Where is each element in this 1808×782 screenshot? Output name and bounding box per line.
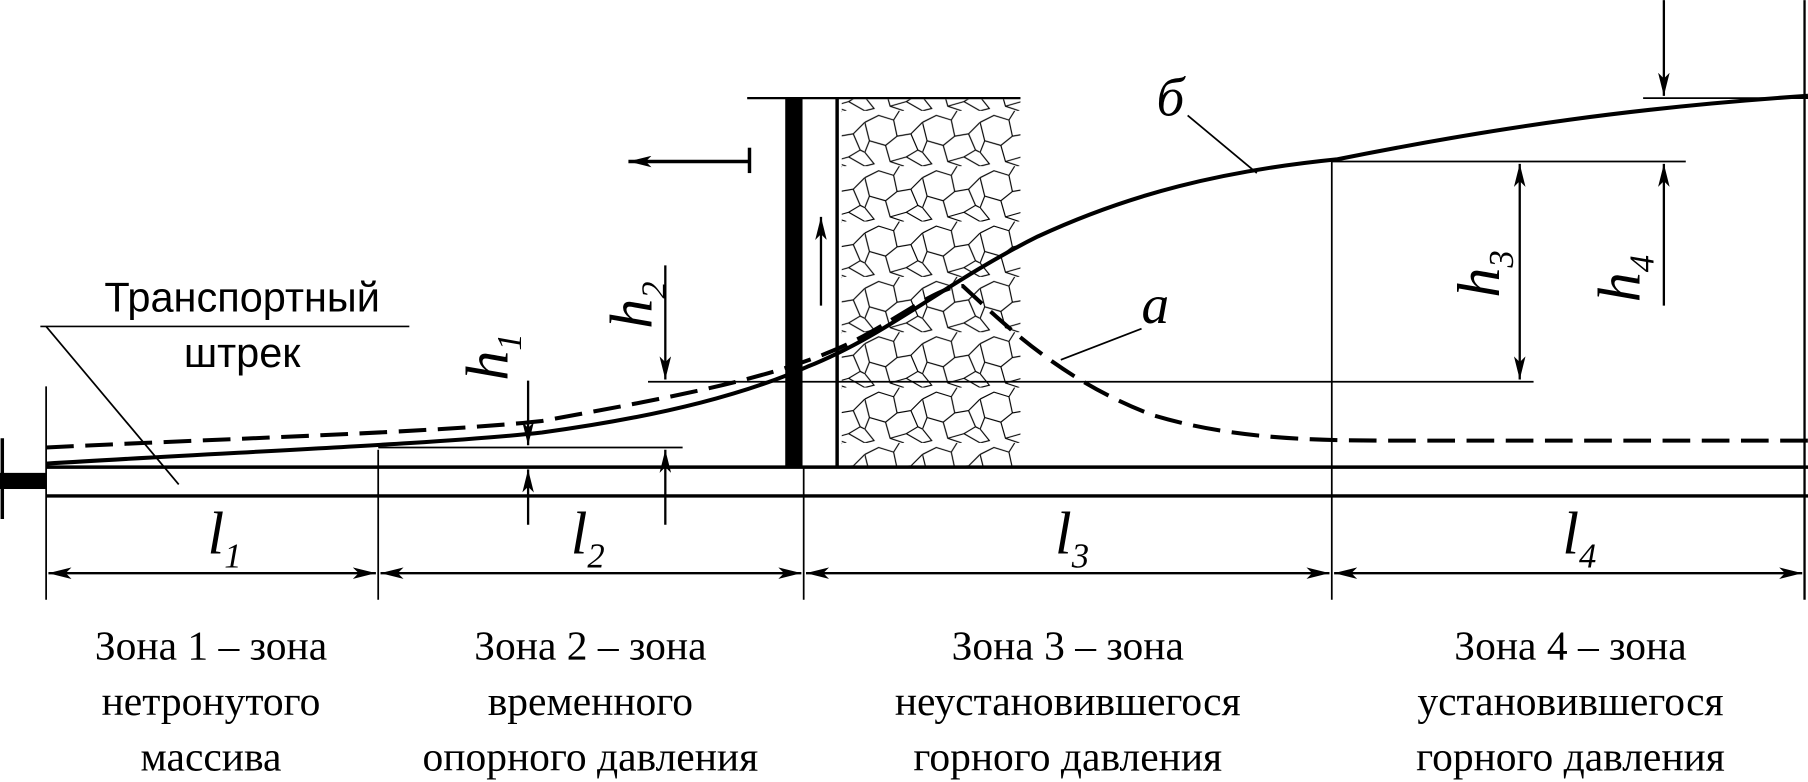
leader [45,325,180,485]
length-label: l2 [571,501,605,576]
letter: l [1055,501,1072,567]
letter: l [208,501,225,567]
index: 4 [1579,537,1596,575]
zone-label: неустановившегося [895,678,1241,724]
height-dimensions [522,0,1670,525]
height-label: h4 [1587,255,1662,302]
drift-label: Транспортный [104,273,380,320]
drift-end [0,472,47,490]
zone-label: горного давления [1416,733,1725,779]
index: 4 [1623,255,1661,272]
leader [1060,327,1142,361]
letter: h [454,351,520,381]
support [785,98,803,468]
zone-label: Зона 4 – зона [1454,623,1686,669]
index: 1 [224,537,241,575]
curve-a [46,284,1808,450]
letter: h [1587,272,1653,302]
index: 3 [1483,250,1521,268]
letter: l [571,501,588,567]
length-label: l4 [1562,501,1596,576]
index: 2 [587,537,604,575]
leader [1187,114,1258,174]
height-label: h1 [454,333,529,380]
zone-label: установившегося [1417,678,1723,724]
zone-label: горного давления [913,733,1222,779]
drift-label: штрек [184,329,301,376]
zone-label: Зона 2 – зона [474,623,706,669]
goaf [841,99,1021,466]
curve-b [45,93,1808,466]
index: 3 [1071,537,1089,575]
index: 1 [491,333,529,350]
curve-label: б [1157,66,1187,127]
zone-label: опорного давления [422,733,758,779]
drawing [0,0,1808,600]
zone-label: нетронутого [102,678,321,724]
zone-label: массива [141,733,282,779]
index: 2 [635,281,673,298]
length-label: l3 [1055,501,1089,576]
curve-label: а [1142,274,1170,335]
letter: h [598,299,664,329]
zone-label: Зона 1 – зона [95,623,327,669]
letter: h [1446,268,1512,298]
zone-label: Зона 3 – зона [952,623,1184,669]
zone-label: временного [488,678,693,724]
height-label: h3 [1446,250,1521,297]
letter: l [1562,501,1579,567]
length-label: l1 [208,501,242,576]
height-label: h2 [598,281,673,328]
